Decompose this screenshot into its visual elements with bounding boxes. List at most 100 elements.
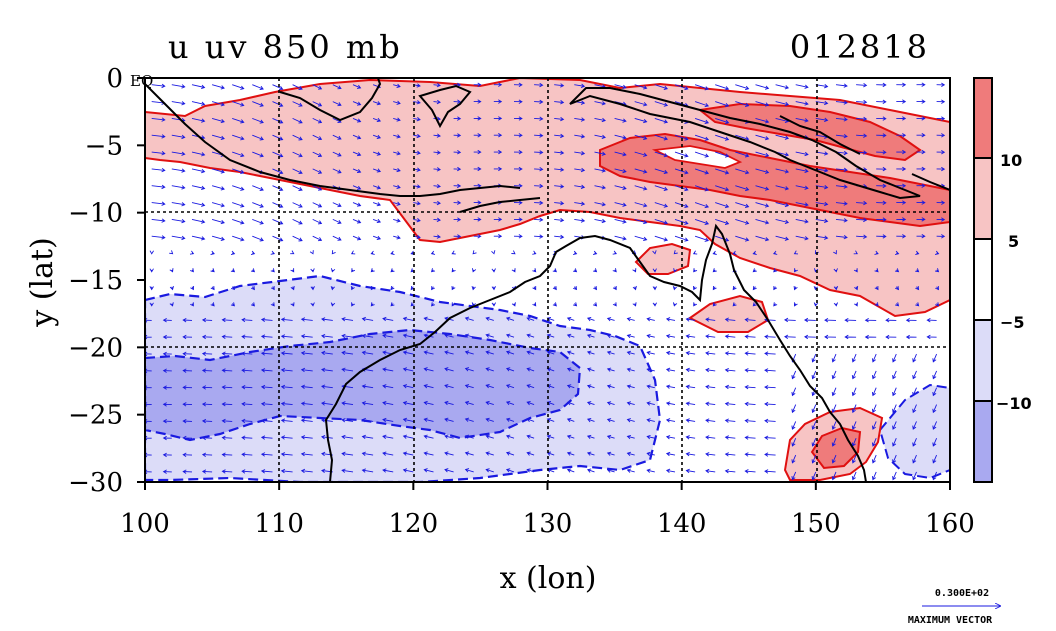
wind-vector xyxy=(916,183,926,188)
wind-vector xyxy=(473,116,482,121)
wind-vector xyxy=(413,133,421,139)
wind-vector xyxy=(433,200,441,206)
wind-vector xyxy=(511,268,516,273)
wind-vector xyxy=(485,316,494,321)
wind-vector xyxy=(632,268,637,273)
wind-vector xyxy=(744,368,756,373)
wind-vector xyxy=(572,302,578,307)
wind-vector xyxy=(534,150,544,155)
wind-vector xyxy=(634,134,648,141)
wind-vector xyxy=(724,384,736,390)
wind-vector xyxy=(352,84,362,89)
wind-vector xyxy=(252,202,264,208)
wind-vector xyxy=(361,417,374,423)
wind-vector xyxy=(260,469,273,474)
wind-vector xyxy=(752,268,757,273)
wind-vector xyxy=(694,218,710,225)
wind-vector xyxy=(280,418,293,423)
wind-vector xyxy=(853,250,858,255)
wind-vector xyxy=(835,133,848,139)
wind-vector xyxy=(811,404,817,414)
wind-vector xyxy=(592,302,598,307)
wind-vector xyxy=(593,285,598,291)
wind-vector xyxy=(912,471,917,481)
wind-vector xyxy=(464,434,474,439)
coastline-australia xyxy=(324,223,867,482)
wind-vector xyxy=(665,451,676,457)
wind-vector xyxy=(513,82,523,87)
wind-vector xyxy=(241,469,253,474)
wind-vector xyxy=(493,149,503,155)
wind-vector xyxy=(732,285,737,291)
wind-vector xyxy=(715,185,730,192)
wind-vector xyxy=(221,368,233,373)
wind-vector xyxy=(423,367,434,372)
wind-vector xyxy=(936,99,946,104)
wind-vector xyxy=(552,302,557,307)
wind-vector xyxy=(370,302,375,307)
vector-legend: 0.300E+02 MAXIMUM VECTOR xyxy=(908,588,1000,626)
wind-vector xyxy=(735,101,750,107)
wind-vector xyxy=(755,117,770,124)
wind-vector xyxy=(626,434,635,440)
wind-vector xyxy=(330,286,335,291)
wind-vector xyxy=(210,250,215,255)
wind-vector xyxy=(674,151,689,158)
y-tick-label-2: −10 xyxy=(68,199,123,229)
wind-vector xyxy=(433,150,441,155)
wind-vector xyxy=(312,218,323,225)
wind-vector xyxy=(626,451,635,457)
wind-vector xyxy=(332,202,342,208)
wind-vector xyxy=(744,469,756,474)
wind-vector xyxy=(831,370,837,380)
wind-vector xyxy=(572,250,578,256)
wind-vector xyxy=(300,367,313,373)
wind-vector xyxy=(370,250,375,255)
wind-vector xyxy=(292,151,303,158)
wind-vector xyxy=(151,83,166,89)
wind-vector xyxy=(190,285,195,291)
wind-vector xyxy=(444,367,454,372)
wind-vector xyxy=(372,218,382,224)
wind-vector xyxy=(824,318,837,323)
wind-vector xyxy=(505,350,515,355)
wind-vector xyxy=(444,468,454,473)
wind-vector xyxy=(210,268,215,273)
wind-vector xyxy=(876,217,887,222)
wind-vector xyxy=(694,151,710,158)
wind-vector xyxy=(526,434,535,439)
wind-vector xyxy=(260,334,273,339)
wind-vector xyxy=(715,84,730,91)
wind-vector xyxy=(171,185,186,190)
wind-vector xyxy=(554,234,565,240)
wind-vector xyxy=(614,185,627,191)
wind-vector xyxy=(312,235,323,242)
wind-vector xyxy=(493,166,503,172)
wind-vector xyxy=(230,285,235,291)
wind-vector xyxy=(665,435,676,440)
wind-vector xyxy=(372,202,382,207)
wind-vector xyxy=(149,286,154,291)
wind-vector xyxy=(464,468,474,473)
wind-vector xyxy=(912,387,917,397)
wind-vector xyxy=(744,334,756,339)
wind-vector xyxy=(874,285,879,291)
wind-vector xyxy=(272,151,284,158)
wind-vector xyxy=(331,250,336,255)
wind-vector xyxy=(171,202,186,207)
wind-vector xyxy=(772,250,778,255)
wind-vector xyxy=(871,421,877,430)
wind-vector xyxy=(592,250,598,255)
wind-vector xyxy=(211,101,225,107)
wind-vector xyxy=(272,101,284,107)
vector-legend-value: 0.300E+02 xyxy=(935,588,989,599)
wind-vector xyxy=(915,302,920,307)
wind-vector xyxy=(221,469,233,474)
wind-vector xyxy=(574,83,586,89)
wind-vector xyxy=(646,418,655,423)
wind-vector xyxy=(744,351,756,356)
wind-vector xyxy=(574,184,586,190)
wind-vector xyxy=(632,285,637,291)
wind-vector xyxy=(402,400,414,406)
wind-vector xyxy=(505,333,515,338)
